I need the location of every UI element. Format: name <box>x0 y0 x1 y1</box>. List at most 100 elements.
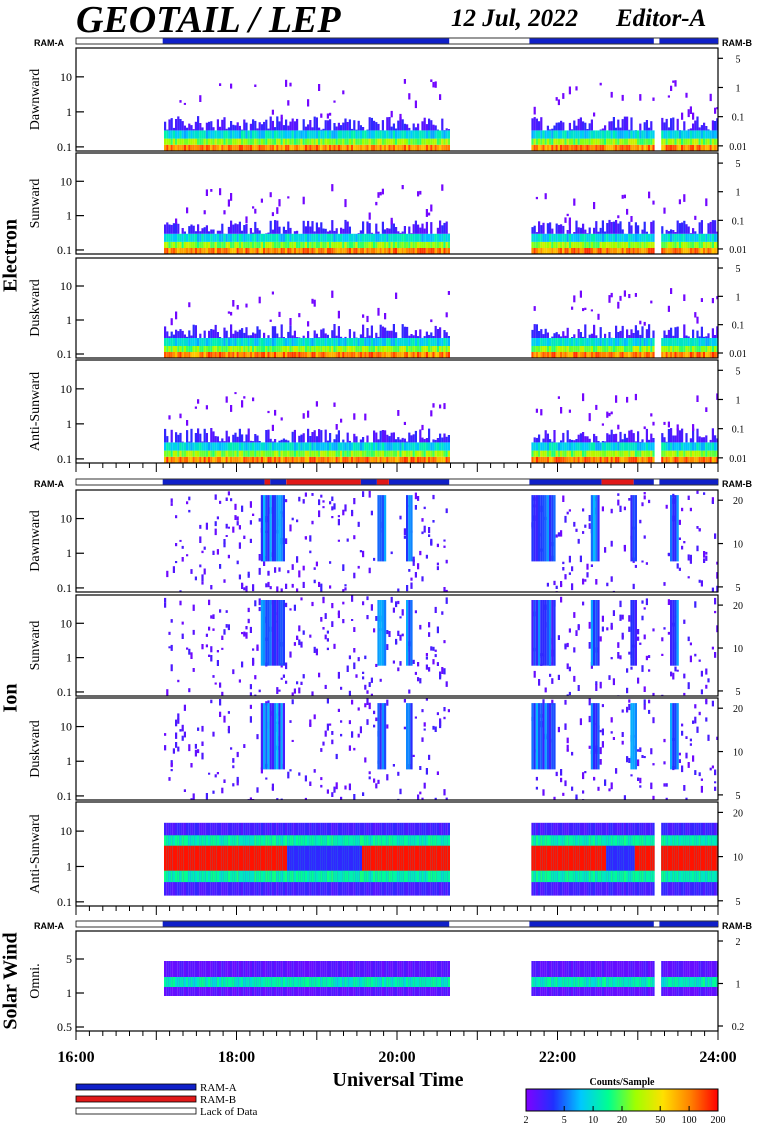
pixel <box>439 346 442 352</box>
pixel <box>551 228 554 234</box>
pixel <box>434 81 437 88</box>
pixel <box>670 671 673 677</box>
pixel <box>329 561 332 564</box>
pixel <box>223 441 226 443</box>
pixel <box>555 233 558 242</box>
panel-label: Dawnward <box>28 510 43 571</box>
pixel <box>406 233 409 242</box>
pixel <box>564 144 567 151</box>
pixel <box>183 845 186 871</box>
pixel <box>634 495 637 562</box>
pixel <box>304 144 307 151</box>
pixel <box>313 231 316 234</box>
pixel <box>291 517 294 521</box>
pixel <box>212 138 215 145</box>
pixel <box>210 450 213 457</box>
pixel <box>443 241 446 248</box>
pixel <box>236 521 239 526</box>
pixel <box>166 241 169 248</box>
pixel <box>648 241 651 248</box>
pixel <box>610 625 613 630</box>
pixel <box>364 144 367 151</box>
pixel <box>678 138 681 145</box>
pixel <box>203 247 206 254</box>
pixel <box>637 144 640 151</box>
pixel <box>300 597 303 601</box>
pixel <box>716 393 718 400</box>
pixel <box>236 450 239 457</box>
pixel <box>370 325 373 338</box>
pixel <box>608 121 611 131</box>
pixel <box>639 777 642 784</box>
pixel <box>318 672 321 678</box>
pixel <box>318 247 321 254</box>
pixel <box>263 442 266 451</box>
pixel <box>379 191 382 196</box>
pixel <box>298 144 301 151</box>
pixel <box>324 634 327 640</box>
pixel <box>238 329 241 338</box>
pixel <box>344 130 347 139</box>
pixel <box>557 233 560 242</box>
pixel <box>300 442 303 451</box>
pixel <box>599 442 602 451</box>
pixel <box>194 231 197 234</box>
pixel <box>619 233 622 242</box>
pixel <box>221 338 224 346</box>
pixel <box>436 346 439 352</box>
pixel <box>670 600 673 666</box>
pixel <box>436 712 439 716</box>
pixel <box>175 432 178 443</box>
pixel <box>626 241 629 248</box>
pixel <box>375 456 378 463</box>
pixel <box>324 429 327 443</box>
pixel <box>586 346 589 352</box>
pixel <box>648 456 651 463</box>
pixel <box>236 122 239 131</box>
pixel <box>197 144 200 151</box>
pixel <box>381 442 384 451</box>
pixel <box>340 241 343 248</box>
pixel <box>379 430 382 443</box>
pixel <box>399 338 402 346</box>
pixel <box>571 144 574 151</box>
pixel <box>535 600 538 666</box>
pixel <box>225 241 228 248</box>
pixel <box>245 327 248 338</box>
pixel <box>707 333 710 338</box>
pixel <box>423 130 426 139</box>
pixel <box>586 130 589 139</box>
pixel <box>544 241 547 248</box>
pixel <box>234 247 237 254</box>
pixel <box>388 346 391 352</box>
pixel <box>276 338 279 346</box>
pixel <box>190 125 193 131</box>
pixel <box>201 138 204 145</box>
pixel <box>280 233 283 242</box>
pixel <box>681 222 684 234</box>
pixel <box>443 144 446 151</box>
pixel <box>661 226 664 234</box>
pixel <box>223 715 226 723</box>
pixel <box>685 247 688 254</box>
pixel <box>395 138 398 145</box>
pixel <box>278 130 281 139</box>
pixel <box>366 690 369 694</box>
pixel <box>674 450 677 457</box>
pixel <box>392 247 395 254</box>
pixel <box>318 138 321 145</box>
pixel <box>170 241 173 248</box>
pixel <box>335 456 338 463</box>
pixel <box>340 442 343 451</box>
pixel <box>201 233 204 242</box>
pixel <box>650 442 653 451</box>
pixel <box>535 776 538 781</box>
pixel <box>287 125 290 131</box>
pixel <box>443 346 446 352</box>
pixel <box>617 442 620 451</box>
pixel <box>307 352 310 358</box>
pixel <box>648 499 651 504</box>
pixel <box>346 221 349 234</box>
pixel <box>617 223 620 234</box>
pixel <box>289 130 292 139</box>
